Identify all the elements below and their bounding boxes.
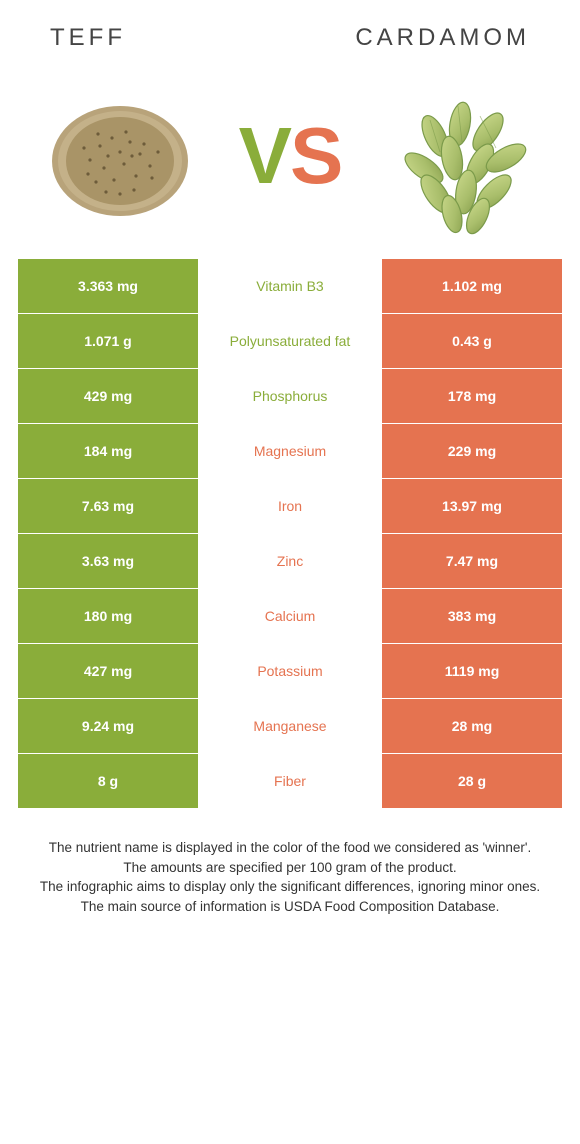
- table-row: 184 mgMagnesium229 mg: [18, 423, 562, 478]
- value-left: 8 g: [18, 754, 198, 808]
- teff-image: [40, 76, 200, 236]
- table-row: 9.24 mgManganese28 mg: [18, 698, 562, 753]
- value-right: 178 mg: [382, 369, 562, 423]
- value-right: 0.43 g: [382, 314, 562, 368]
- vs-v: V: [239, 111, 290, 200]
- cardamom-image: [380, 76, 540, 236]
- value-right: 229 mg: [382, 424, 562, 478]
- nutrient-label: Manganese: [198, 699, 382, 753]
- footer-line: The infographic aims to display only the…: [22, 877, 558, 897]
- footer-notes: The nutrient name is displayed in the co…: [0, 808, 580, 916]
- value-right: 28 g: [382, 754, 562, 808]
- nutrient-table: 3.363 mgVitamin B31.102 mg1.071 gPolyuns…: [18, 258, 562, 808]
- nutrient-label: Phosphorus: [198, 369, 382, 423]
- nutrient-label: Polyunsaturated fat: [198, 314, 382, 368]
- table-row: 427 mgPotassium1119 mg: [18, 643, 562, 698]
- table-row: 180 mgCalcium383 mg: [18, 588, 562, 643]
- value-left: 427 mg: [18, 644, 198, 698]
- value-left: 1.071 g: [18, 314, 198, 368]
- nutrient-label: Vitamin B3: [198, 259, 382, 313]
- footer-line: The nutrient name is displayed in the co…: [22, 838, 558, 858]
- table-row: 1.071 gPolyunsaturated fat0.43 g: [18, 313, 562, 368]
- value-left: 3.63 mg: [18, 534, 198, 588]
- value-left: 9.24 mg: [18, 699, 198, 753]
- nutrient-label: Potassium: [198, 644, 382, 698]
- header: Teff Cardamom: [0, 0, 580, 68]
- value-left: 7.63 mg: [18, 479, 198, 533]
- table-row: 429 mgPhosphorus178 mg: [18, 368, 562, 423]
- nutrient-label: Iron: [198, 479, 382, 533]
- value-right: 28 mg: [382, 699, 562, 753]
- value-left: 429 mg: [18, 369, 198, 423]
- footer-line: The main source of information is USDA F…: [22, 897, 558, 917]
- table-row: 3.363 mgVitamin B31.102 mg: [18, 258, 562, 313]
- vs-s: S: [290, 111, 341, 200]
- table-row: 8 gFiber28 g: [18, 753, 562, 808]
- nutrient-label: Magnesium: [198, 424, 382, 478]
- nutrient-label: Fiber: [198, 754, 382, 808]
- value-right: 13.97 mg: [382, 479, 562, 533]
- vs-label: VS: [239, 110, 342, 202]
- value-left: 180 mg: [18, 589, 198, 643]
- value-left: 184 mg: [18, 424, 198, 478]
- value-right: 1119 mg: [382, 644, 562, 698]
- value-right: 7.47 mg: [382, 534, 562, 588]
- value-left: 3.363 mg: [18, 259, 198, 313]
- title-right: Cardamom: [355, 24, 530, 52]
- table-row: 7.63 mgIron13.97 mg: [18, 478, 562, 533]
- nutrient-label: Zinc: [198, 534, 382, 588]
- images-row: VS: [0, 68, 580, 258]
- title-left: Teff: [50, 24, 126, 52]
- table-row: 3.63 mgZinc7.47 mg: [18, 533, 562, 588]
- value-right: 1.102 mg: [382, 259, 562, 313]
- nutrient-label: Calcium: [198, 589, 382, 643]
- footer-line: The amounts are specified per 100 gram o…: [22, 858, 558, 878]
- value-right: 383 mg: [382, 589, 562, 643]
